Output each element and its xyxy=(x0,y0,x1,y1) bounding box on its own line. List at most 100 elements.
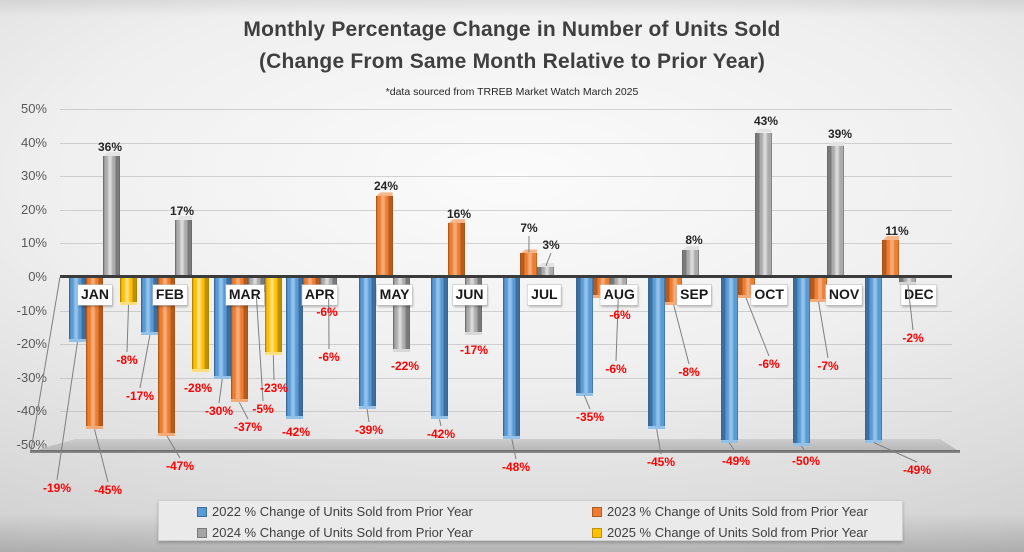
month-label-DEC: DEC xyxy=(901,285,937,305)
data-label-2024-NOV: 39% xyxy=(827,127,853,141)
legend-item-2023: 2023 % Change of Units Sold from Prior Y… xyxy=(592,504,868,519)
month-label-SEP: SEP xyxy=(677,285,712,305)
bar-2024-JAN xyxy=(103,156,120,277)
gridline-20 xyxy=(60,209,952,211)
data-label-2022-JAN: -19% xyxy=(42,481,72,495)
y-tick-50: 50% xyxy=(20,101,47,116)
chart-subtitle: *data sourced from TRREB Market Watch Ma… xyxy=(385,86,639,98)
data-label-2024-DEC: -2% xyxy=(902,331,924,345)
legend-label-2023: 2023 % Change of Units Sold from Prior Y… xyxy=(607,504,868,519)
month-label-MAR: MAR xyxy=(225,285,264,305)
gridline-50 xyxy=(60,109,952,110)
bar-2022-NOV xyxy=(793,278,810,446)
y-tick-40: 40% xyxy=(20,134,47,150)
bar-top-face xyxy=(520,249,538,254)
chart-title-line2: (Change From Same Month Relative to Prio… xyxy=(258,50,766,73)
bar-top-face xyxy=(754,128,772,133)
month-label-JAN: JAN xyxy=(77,285,113,305)
bar-2024-NOV xyxy=(827,145,844,277)
bar-2022-DEC xyxy=(865,278,883,443)
data-label-2022-APR: -42% xyxy=(281,425,311,439)
data-label-2024-MAR: -5% xyxy=(252,402,274,416)
data-label-2023-MAY: 24% xyxy=(373,179,399,193)
bar-2025-MAR xyxy=(264,278,282,356)
month-label-NOV: NOV xyxy=(825,285,863,305)
bar-2023-MAR xyxy=(230,278,248,403)
bar-2025-JAN xyxy=(120,278,137,305)
data-label-2024-FEB: 17% xyxy=(169,204,195,218)
data-label-2025-FEB: -28% xyxy=(183,381,213,395)
bar-top-face xyxy=(175,215,193,220)
data-label-2024-APR: -6% xyxy=(318,350,340,364)
month-label-FEB: FEB xyxy=(152,285,187,305)
bar-top-face xyxy=(103,152,120,157)
legend-swatch-2023 xyxy=(592,506,602,517)
data-label-2023-JUL: 7% xyxy=(520,221,538,235)
bar-2025-FEB xyxy=(192,278,210,373)
data-label-2023-APR: -6% xyxy=(316,305,338,319)
legend: 2022 % Change of Units Sold from Prior Y… xyxy=(158,500,903,541)
data-label-2024-SEP: 8% xyxy=(685,233,703,247)
chart-floor-front-edge xyxy=(30,450,960,453)
bar-2022-JUL xyxy=(503,278,521,440)
data-label-2022-JUL: -48% xyxy=(501,460,531,474)
bar-2023-JUL xyxy=(520,253,538,277)
bar-top-face xyxy=(537,262,555,267)
data-label-2022-MAR: -30% xyxy=(204,404,234,418)
bar-2024-SEP xyxy=(682,250,700,277)
y-tick--30: -30% xyxy=(16,369,47,385)
data-label-2022-FEB: -17% xyxy=(125,389,155,403)
data-label-2023-MAR: -37% xyxy=(233,420,263,434)
legend-label-2022: 2022 % Change of Units Sold from Prior Y… xyxy=(212,504,473,519)
bar-2022-JUN xyxy=(431,278,448,420)
data-label-2025-MAR: -23% xyxy=(259,381,289,395)
data-label-2022-JUN: -42% xyxy=(426,427,456,441)
data-label-2023-JAN: -45% xyxy=(93,483,123,497)
data-label-2023-SEP: -8% xyxy=(678,365,700,379)
bar-top-face xyxy=(682,246,700,251)
data-label-2024-AUG: -6% xyxy=(605,362,627,376)
y-tick-30: 30% xyxy=(20,168,47,184)
chart-title-line1: Monthly Percentage Change in Number of U… xyxy=(243,18,781,41)
legend-swatch-2025 xyxy=(592,527,602,538)
data-label-2022-AUG: -35% xyxy=(575,410,605,424)
bar-2022-APR xyxy=(286,278,304,420)
data-label-2023-AUG: -6% xyxy=(609,308,631,322)
y-tick--40: -40% xyxy=(16,403,47,419)
gridline-40 xyxy=(60,142,952,144)
legend-item-2022: 2022 % Change of Units Sold from Prior Y… xyxy=(197,504,473,519)
bar-2024-OCT xyxy=(754,132,772,277)
data-label-2022-MAY: -39% xyxy=(354,423,384,437)
y-tick--10: -10% xyxy=(16,302,47,318)
gridline-30 xyxy=(60,176,952,178)
zero-axis-line xyxy=(60,275,952,278)
legend-swatch-2024 xyxy=(197,527,207,538)
bar-2024-FEB xyxy=(175,219,193,277)
month-label-JUL: JUL xyxy=(528,285,561,305)
month-label-AUG: AUG xyxy=(600,285,638,305)
data-label-2023-DEC: 11% xyxy=(885,224,909,238)
legend-item-2025: 2025 % Change of Units Sold from Prior Y… xyxy=(592,525,868,540)
y-tick--20: -20% xyxy=(16,336,47,352)
bar-top-face xyxy=(882,236,900,241)
bar-2022-OCT xyxy=(720,278,738,443)
bar-2024-JUL xyxy=(537,266,555,277)
bar-2023-JUN xyxy=(448,223,465,277)
bar-2022-AUG xyxy=(575,278,593,396)
bar-2023-MAY xyxy=(375,196,393,277)
bar-2023-FEB xyxy=(158,278,176,436)
data-label-2023-OCT: -6% xyxy=(758,357,780,371)
month-label-MAY: MAY xyxy=(376,285,413,305)
data-label-2024-MAY: -22% xyxy=(390,359,420,373)
data-label-2022-SEP: -45% xyxy=(646,455,676,469)
month-label-JUN: JUN xyxy=(452,285,487,305)
bar-top-face xyxy=(375,192,393,197)
data-label-2025-JAN: -8% xyxy=(116,353,138,367)
bar-2024-DEC xyxy=(899,278,917,285)
y-tick-0: 0% xyxy=(28,269,47,284)
bar-2023-JAN xyxy=(86,278,103,430)
data-label-2024-JAN: 36% xyxy=(97,140,123,154)
data-label-2022-NOV: -50% xyxy=(791,454,821,468)
data-label-2024-JUN: -17% xyxy=(459,343,489,357)
